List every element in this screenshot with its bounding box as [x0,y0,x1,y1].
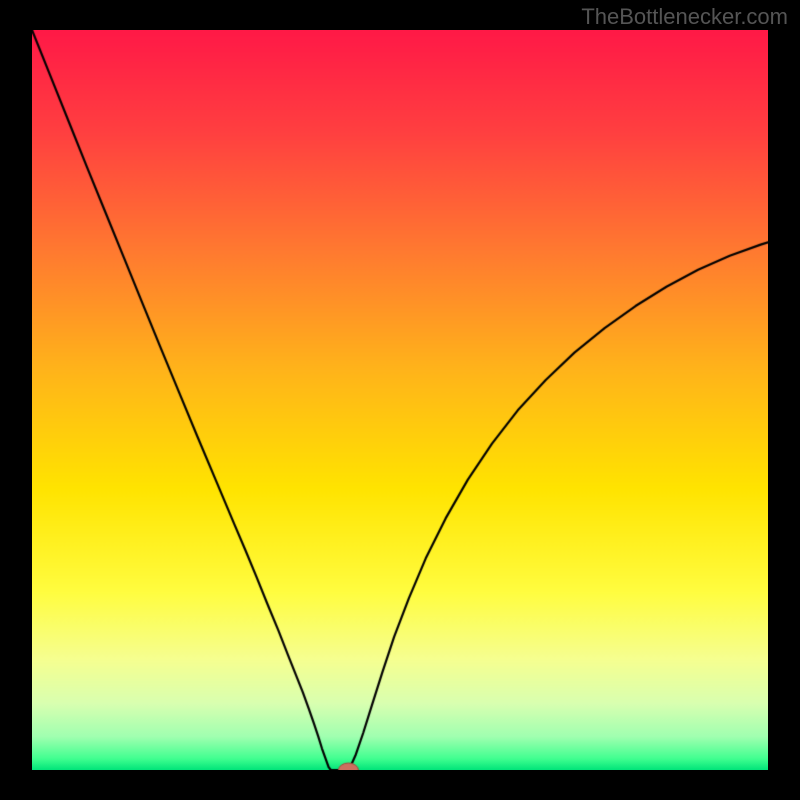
watermark-text: TheBottlenecker.com [581,4,788,30]
bottleneck-curve [32,30,768,770]
chart-stage: TheBottlenecker.com [0,0,800,800]
